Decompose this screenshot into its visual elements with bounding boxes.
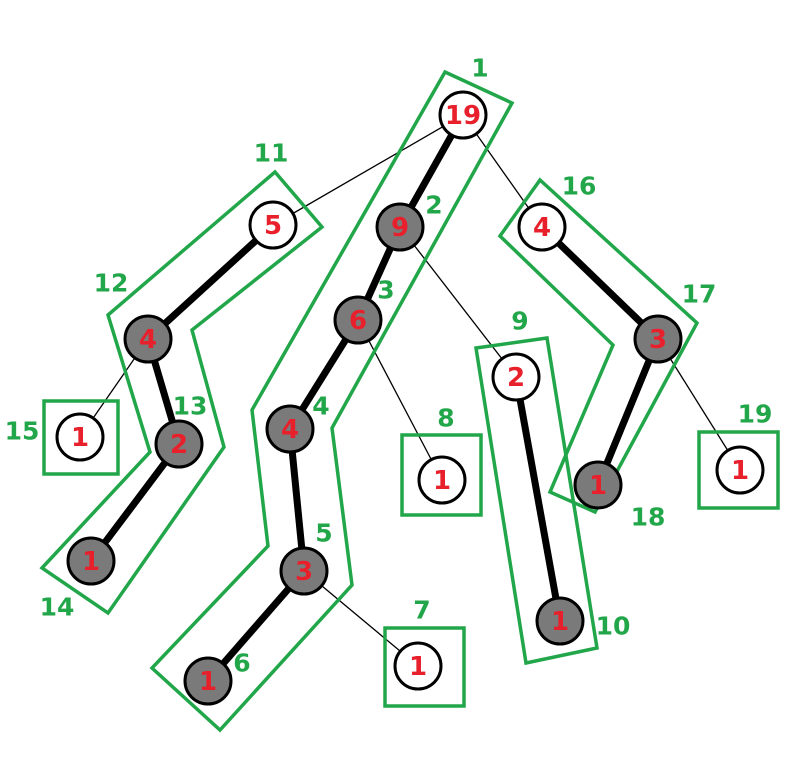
dfs-order-label-n6: 3 <box>377 276 394 305</box>
node-value-n6: 6 <box>349 306 367 336</box>
dfs-order-label-n5: 11 <box>254 139 289 168</box>
heavy-node-circle-n4m <box>265 404 315 454</box>
dfs-order-label-n4l: 12 <box>94 269 129 298</box>
light-node-circle-n4r <box>517 202 567 252</box>
tree-node-n3m: 3 <box>279 546 329 596</box>
dfs-order-label-n4m: 4 <box>312 392 329 421</box>
node-value-n1a: 1 <box>71 423 89 453</box>
node-value-n1c: 1 <box>731 456 749 486</box>
light-node-circle-n1g <box>393 641 443 691</box>
tree-node-n4r: 4 <box>517 202 567 252</box>
light-node-circle-n1b <box>417 455 467 505</box>
light-node-circle-n19 <box>438 90 488 140</box>
node-value-n3m: 3 <box>295 557 313 587</box>
tree-node-n6: 6 <box>333 295 383 345</box>
dfs-order-label-n2m: 9 <box>511 307 528 336</box>
chain-outline-chain-single-1-order-8 <box>400 433 483 517</box>
node-value-n1d: 1 <box>589 471 607 501</box>
tree-node-n1d: 1 <box>573 460 623 510</box>
light-edge-n6-n1b <box>357 319 443 481</box>
heavy-node-circle-n1e <box>66 536 116 586</box>
light-node-circle-n1c <box>715 445 765 495</box>
tree-node-n1h: 1 <box>183 656 233 706</box>
node-value-n1h: 1 <box>199 667 217 697</box>
node-value-n2m: 2 <box>507 363 525 393</box>
heavy-edge-n4r-n3r <box>538 223 662 343</box>
chain-outline-chain-4-3-1 <box>497 177 700 515</box>
tree-node-n1a: 1 <box>55 412 105 462</box>
heavy-node-circle-n2l <box>154 419 204 469</box>
chain-outline-chain-2-1 <box>473 336 599 666</box>
node-value-n19: 19 <box>445 101 481 131</box>
heavy-node-circle-n1f <box>535 596 585 646</box>
node-value-n1e: 1 <box>82 547 100 577</box>
dfs-order-label-n1h: 6 <box>233 649 250 678</box>
dfs-order-label-n1f: 10 <box>596 612 631 641</box>
dfs-order-label-n1e: 14 <box>40 593 75 622</box>
heavy-edge-n3r-n1d <box>594 335 662 489</box>
dfs-order-label-n4r: 16 <box>562 172 597 201</box>
chain-outline-chain-5-4-2-1 <box>39 169 325 616</box>
tree-node-n4l: 4 <box>123 314 173 364</box>
tree-node-n4m: 4 <box>265 404 315 454</box>
dfs-order-label-n3r: 17 <box>682 280 717 309</box>
heavy-node-circle-n1h <box>183 656 233 706</box>
tree-node-n19: 19 <box>438 90 488 140</box>
light-edge-n9-n2m <box>399 226 517 378</box>
heavy-edge-n2m-n1f <box>512 373 564 625</box>
chain-outline-chain-19-9-6-4-3-1 <box>149 69 515 733</box>
dfs-order-label-n9: 2 <box>425 191 442 220</box>
chain-outline-chain-single-1-order-19 <box>697 430 780 510</box>
node-value-n2l: 2 <box>170 430 188 460</box>
tree-node-n1g: 1 <box>393 641 443 691</box>
light-edge-n3r-n1c <box>657 338 741 471</box>
tree-node-n3r: 3 <box>633 314 683 364</box>
node-value-n5: 5 <box>264 211 282 241</box>
chain-outline-chain-single-1-order-15 <box>42 399 120 476</box>
tree-node-n5: 5 <box>248 200 298 250</box>
dfs-order-label-n1c: 19 <box>738 400 773 429</box>
heavy-node-circle-n4l <box>123 314 173 364</box>
dfs-order-label-n1d: 18 <box>631 503 666 532</box>
light-edge-n3m-n1g <box>303 570 419 667</box>
node-value-n1f: 1 <box>551 607 569 637</box>
node-value-n3r: 3 <box>649 325 667 355</box>
light-node-circle-n2m <box>491 352 541 402</box>
light-node-circle-n1a <box>55 412 105 462</box>
tree-node-n1f: 1 <box>535 596 585 646</box>
heavy-node-circle-n6 <box>333 295 383 345</box>
chain-outline-chain-single-1-order-7 <box>383 626 466 708</box>
tree-node-n1c: 1 <box>715 445 765 495</box>
node-value-n4r: 4 <box>533 213 551 243</box>
tree-node-n1e: 1 <box>66 536 116 586</box>
heavy-node-circle-n3r <box>633 314 683 364</box>
heavy-edge-n5-n4l <box>144 221 277 343</box>
heavy-node-circle-n3m <box>279 546 329 596</box>
tree-node-n2l: 2 <box>154 419 204 469</box>
tree-node-n2m: 2 <box>491 352 541 402</box>
tree-node-n9: 9 <box>375 202 425 252</box>
heavy-node-circle-n9 <box>375 202 425 252</box>
node-value-n4l: 4 <box>139 325 157 355</box>
node-value-n1b: 1 <box>433 466 451 496</box>
light-node-circle-n5 <box>248 200 298 250</box>
heavy-chains <box>39 69 780 733</box>
dfs-order-label-n3m: 5 <box>315 519 332 548</box>
node-value-n9: 9 <box>391 213 409 243</box>
dfs-order-label-n19: 1 <box>471 54 488 83</box>
node-value-n4m: 4 <box>281 415 299 445</box>
node-value-n1g: 1 <box>409 652 427 682</box>
dfs-order-label-n2l: 13 <box>173 392 208 421</box>
dfs-order-label-n1g: 7 <box>413 596 430 625</box>
dfs-order-label-n1a: 15 <box>5 417 40 446</box>
tree-node-n1b: 1 <box>417 455 467 505</box>
heavy-node-circle-n1d <box>573 460 623 510</box>
dfs-order-label-n1b: 8 <box>437 404 454 433</box>
